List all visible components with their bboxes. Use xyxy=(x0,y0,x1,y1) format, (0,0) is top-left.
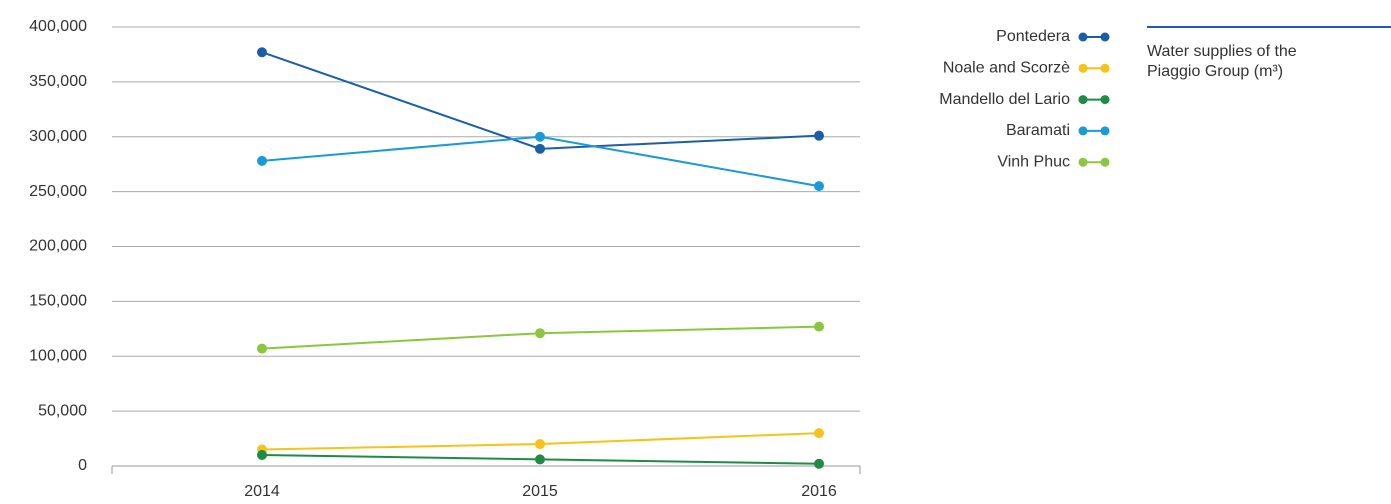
point xyxy=(814,181,824,192)
legend-key xyxy=(1100,63,1110,73)
point xyxy=(257,155,267,166)
legend-key xyxy=(1078,157,1088,167)
legend-label: Mandello del Lario xyxy=(939,91,1070,108)
y-tick-label: 400,000 xyxy=(29,18,87,35)
legend-key xyxy=(1100,95,1110,105)
y-tick-label: 150,000 xyxy=(29,293,87,310)
y-tick-label: 200,000 xyxy=(29,238,87,255)
legend-key xyxy=(1078,32,1088,42)
legend-label: Vinh Phuc xyxy=(997,153,1070,170)
y-tick-label: 50,000 xyxy=(38,402,87,419)
note-line: Piaggio Group (m³) xyxy=(1147,63,1283,80)
y-tick-label: 100,000 xyxy=(29,347,87,364)
x-tick-label: 2015 xyxy=(522,483,558,500)
y-tick-label: 350,000 xyxy=(29,73,87,90)
legend-key xyxy=(1078,126,1088,136)
legend-label: Pontedera xyxy=(996,28,1070,45)
legend-key xyxy=(1100,32,1110,42)
point xyxy=(257,343,267,354)
point xyxy=(814,428,824,439)
y-tick-label: 250,000 xyxy=(29,183,87,200)
point xyxy=(814,458,824,469)
legend-key xyxy=(1100,157,1110,167)
legend-key xyxy=(1078,95,1088,105)
legend-label: Noale and Scorzè xyxy=(943,60,1070,77)
y-tick-label: 300,000 xyxy=(29,128,87,145)
point xyxy=(535,439,545,450)
point xyxy=(814,130,824,141)
legend-key xyxy=(1100,126,1110,136)
point xyxy=(535,143,545,154)
point xyxy=(535,454,545,465)
point xyxy=(535,131,545,142)
point xyxy=(535,328,545,339)
point xyxy=(814,321,824,332)
legend-key xyxy=(1078,63,1088,73)
legend-label: Baramati xyxy=(1006,122,1070,139)
x-tick-label: 2016 xyxy=(801,483,837,500)
point xyxy=(257,450,267,461)
point xyxy=(257,47,267,58)
y-tick-label: 0 xyxy=(78,457,87,474)
x-tick-label: 2014 xyxy=(244,483,280,500)
note-line: Water supplies of the xyxy=(1147,43,1297,60)
